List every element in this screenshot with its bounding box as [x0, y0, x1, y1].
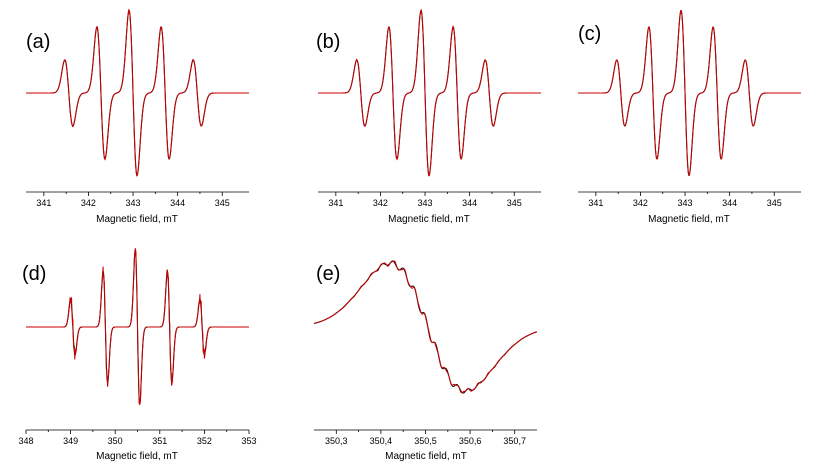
x-tick-label: 343 — [678, 198, 693, 208]
panel-b: (b) 341 342 343 344 345 Magnetic field, mT — [316, 8, 541, 225]
x-tick-label: 350,3 — [325, 436, 348, 446]
x-tick-label: 342 — [633, 198, 648, 208]
x-tick-label: 342 — [373, 198, 388, 208]
series-line-experimental — [318, 8, 541, 177]
x-tick-label: 348 — [18, 436, 33, 446]
x-tick-label: 344 — [462, 198, 477, 208]
x-axis-label: Magnetic field, mT — [96, 451, 178, 462]
panel-d: (d) 348 349 350 351 352 353 Magnetic field, m… — [18, 248, 257, 462]
x-tick-label: 353 — [241, 436, 256, 446]
x-tick-label: 342 — [81, 198, 96, 208]
series-line-experimental — [26, 8, 249, 178]
x-tick-label: 345 — [767, 198, 782, 208]
x-tick-label: 349 — [63, 436, 78, 446]
x-tick-label: 343 — [418, 198, 433, 208]
panel-label: (b) — [316, 31, 340, 53]
x-axis-label: Magnetic field, mT — [96, 214, 178, 225]
x-tick-label: 350,5 — [414, 436, 437, 446]
x-tick-label: 351 — [152, 436, 167, 446]
panel-label: (c) — [578, 23, 601, 45]
x-tick-label: 341 — [588, 198, 603, 208]
panel-a: (a) 341 342 343 344 345 Magnetic field, mT — [26, 8, 249, 225]
x-tick-label: 344 — [722, 198, 737, 208]
x-tick-label: 350 — [108, 436, 123, 446]
x-axis-label: Magnetic field, mT — [648, 214, 730, 225]
x-tick-label: 345 — [507, 198, 522, 208]
x-tick-label: 350,7 — [503, 436, 526, 446]
x-tick-label: 341 — [36, 198, 51, 208]
series-line-experimental — [313, 260, 538, 394]
series-line-experimental — [26, 248, 249, 406]
x-tick-label: 350,4 — [370, 436, 393, 446]
x-axis-label: Magnetic field, mT — [388, 214, 470, 225]
x-tick-label: 344 — [170, 198, 185, 208]
panel-label: (a) — [26, 31, 50, 53]
series-line-simulated — [313, 260, 538, 394]
x-tick-label: 341 — [328, 198, 343, 208]
x-tick-label: 345 — [215, 198, 230, 208]
x-tick-label: 352 — [197, 436, 212, 446]
x-axis-label: Magnetic field, mT — [385, 451, 467, 462]
panel-label: (e) — [316, 263, 340, 285]
x-tick-label: 350,6 — [459, 436, 482, 446]
panel-label: (d) — [22, 263, 46, 285]
series-line-experimental — [578, 9, 801, 177]
panel-e: (e) 350,3 350,4 350,5 350,6 350,7 Magnetic f… — [313, 260, 538, 462]
panel-c: (c) 341 342 343 344 345 Magnetic field, mT — [578, 9, 801, 225]
x-tick-label: 343 — [126, 198, 141, 208]
